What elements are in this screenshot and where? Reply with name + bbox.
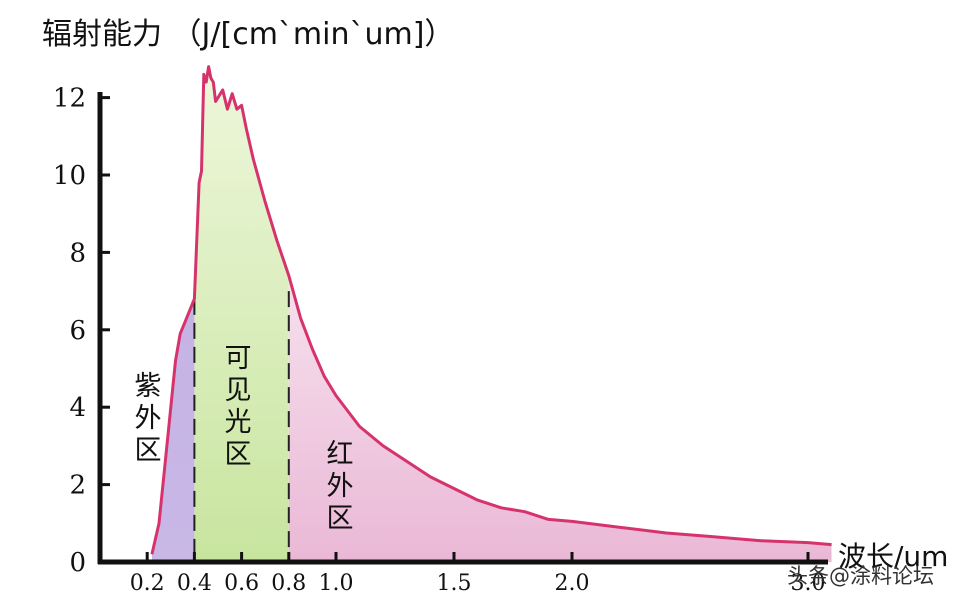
y-tick-label: 6 <box>69 316 86 346</box>
region-label-2: 可见光区 <box>225 343 252 470</box>
y-tick-label: 2 <box>69 471 86 501</box>
x-tick-label: 0.4 <box>177 571 212 596</box>
region-label-3: 红外区 <box>327 439 354 534</box>
region-fill-2 <box>194 66 289 562</box>
x-tick-label: 1.5 <box>437 571 472 596</box>
x-tick-label: 3.0 <box>791 571 826 596</box>
chart-title: 辐射能力 （J/[cm`min`um]） <box>42 17 454 52</box>
y-tick-label: 4 <box>69 393 86 423</box>
x-tick-label: 1.0 <box>319 571 354 596</box>
x-tick-label: 0.2 <box>130 571 165 596</box>
x-tick-label: 2.0 <box>555 571 590 596</box>
region-label-1: 紫外区 <box>135 371 162 466</box>
y-tick-label: 10 <box>53 161 86 191</box>
x-axis-label: 波长/um <box>838 540 948 573</box>
region-fill-3 <box>288 66 832 562</box>
x-tick-label: 0.6 <box>224 571 259 596</box>
watermark: 头条@涂料论坛 <box>787 564 934 588</box>
y-tick-label: 8 <box>69 238 86 268</box>
x-tick-label: 0.8 <box>271 571 306 596</box>
y-tick-label: 12 <box>53 84 86 114</box>
y-tick-label: 0 <box>69 548 86 578</box>
radiation-curve <box>150 65 832 555</box>
